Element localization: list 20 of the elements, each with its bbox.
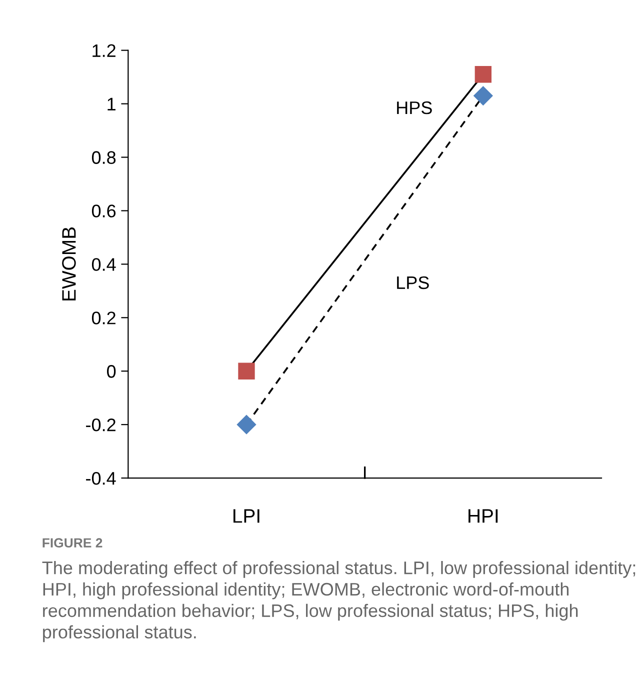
series-label: HPS <box>397 101 432 114</box>
y-tick-label: 1 <box>108 98 116 110</box>
y-axis-title: EWOMB <box>62 227 76 300</box>
y-tick-label: 0.2 <box>92 312 116 324</box>
point <box>474 86 493 106</box>
y-tick-label: 0.6 <box>92 204 116 218</box>
y-tick-label: 0.8 <box>92 151 116 164</box>
caption: FIGURE 2 <box>42 538 102 548</box>
y-tick-label: -0.2 <box>86 418 116 432</box>
point <box>236 415 256 434</box>
point <box>474 66 492 83</box>
series-label: LPS <box>397 276 429 290</box>
text: The moderating effect of professional status. LPI, low professional identity; HPI, high professional identity; EWOMB, electronic word-of-mouth recommendation behavior; LPS, low professional status; HPS, high professional status. <box>42 561 636 642</box>
y-tick-label: 0 <box>107 365 116 378</box>
point <box>238 362 255 380</box>
y-tick-label: 1.2 <box>92 44 116 57</box>
x-tick-label: HPI <box>468 509 498 523</box>
x-tick-label: LPI <box>233 509 260 523</box>
y-tick-label: 0.4 <box>92 258 116 271</box>
y-tick-label: -0.4 <box>86 472 116 485</box>
